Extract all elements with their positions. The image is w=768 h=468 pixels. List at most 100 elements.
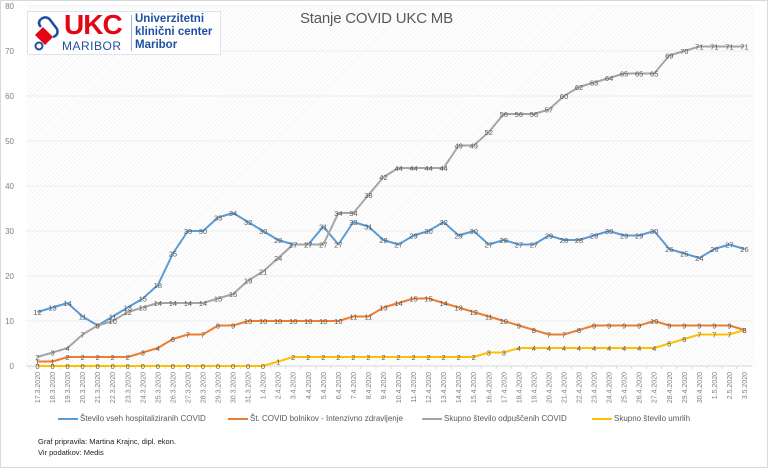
data-label: 1: [50, 358, 54, 367]
data-label: 64: [605, 74, 613, 83]
data-label: 49: [470, 142, 478, 151]
data-label: 7: [201, 331, 205, 340]
data-label: 9: [697, 322, 701, 331]
data-label: 7: [727, 331, 731, 340]
chart-title: Stanje COVID UKC MB: [300, 10, 453, 27]
x-tick-label: 17.4.2020: [501, 372, 508, 403]
data-label: 0: [66, 362, 70, 371]
x-tick-label: 20.4.2020: [546, 372, 553, 403]
gridlines: [26, 5, 752, 367]
data-label: 16: [229, 290, 237, 299]
data-label: 15: [139, 295, 147, 304]
data-label: 0: [231, 362, 235, 371]
data-label: 3: [50, 349, 54, 358]
data-label: 4: [66, 344, 70, 353]
data-label: 26: [710, 245, 718, 254]
data-label: 0: [81, 362, 85, 371]
x-tick-label: 2.4.2020: [276, 372, 283, 399]
data-label: 0: [50, 362, 54, 371]
data-label: 2: [66, 353, 70, 362]
data-label: 3: [141, 349, 145, 358]
data-label: 13: [379, 304, 387, 313]
x-tick-label: 10.4.2020: [396, 372, 403, 403]
data-label: 8: [532, 326, 536, 335]
author-credit: Graf pripravila: Martina Krajnc, dipl. e…: [38, 437, 176, 446]
ukc-maribor-logo: UKC MARIBOR Univerzitetni klinični cente…: [27, 9, 221, 55]
data-label: 0: [186, 362, 190, 371]
series-line-2: [37, 45, 745, 358]
x-tick-label: 16.4.2020: [486, 372, 493, 403]
data-label: 2: [35, 353, 39, 362]
data-label: 30: [259, 227, 267, 236]
data-label: 10: [289, 317, 297, 326]
x-tick-label: 22.4.2020: [577, 372, 584, 403]
x-tick-label: 19.3.2020: [65, 372, 72, 403]
data-label: 1: [276, 358, 280, 367]
data-label: 7: [712, 331, 716, 340]
x-tick-label: 1.4.2020: [261, 372, 268, 399]
data-label: 44: [424, 164, 432, 173]
data-label: 30: [184, 227, 192, 236]
data-label: 32: [244, 218, 252, 227]
x-tick-label: 15.4.2020: [471, 372, 478, 403]
data-label: 7: [562, 331, 566, 340]
data-label: 27: [289, 241, 297, 250]
data-label: 38: [364, 191, 372, 200]
data-label: 9: [517, 322, 521, 331]
data-label: 57: [545, 106, 553, 115]
data-label: 15: [409, 295, 417, 304]
data-label: 4: [517, 344, 521, 353]
data-label: 2: [306, 353, 310, 362]
data-label: 11: [485, 313, 493, 322]
data-label: 0: [216, 362, 220, 371]
x-tick-label: 27.4.2020: [652, 372, 659, 403]
data-label: 4: [156, 344, 160, 353]
x-tick-label: 19.4.2020: [531, 372, 538, 403]
data-label: 13: [124, 304, 132, 313]
y-tick-label: 10: [5, 317, 14, 326]
logo-city: MARIBOR: [62, 39, 122, 53]
data-label: 9: [712, 322, 716, 331]
data-label: 2: [111, 353, 115, 362]
data-label: 30: [199, 227, 207, 236]
x-tick-label: 28.3.2020: [200, 372, 207, 403]
data-label: 10: [500, 317, 508, 326]
y-axis-ticks: 0 10 20 30 40 50 60 70 80: [5, 2, 14, 371]
data-label: 10: [244, 317, 252, 326]
series-line-3: [37, 329, 745, 367]
legend-swatch: [228, 417, 248, 420]
legend-item: Št. COVID bolnikov - Intenzivno zdravlje…: [228, 414, 403, 423]
data-label: 26: [740, 245, 748, 254]
x-tick-label: 31.3.2020: [246, 372, 253, 403]
data-label: 0: [261, 362, 265, 371]
data-label: 24: [274, 254, 282, 263]
data-label: 4: [532, 344, 536, 353]
data-label: 6: [682, 335, 686, 344]
data-label: 4: [547, 344, 551, 353]
logo-institution-name: Univerzitetni klinični center Maribor: [135, 13, 212, 52]
x-tick-label: 21.4.2020: [561, 372, 568, 403]
data-label: 11: [349, 313, 357, 322]
data-label: 8: [577, 326, 581, 335]
x-tick-label: 2.5.2020: [727, 372, 734, 399]
data-label: 9: [96, 322, 100, 331]
data-label: 9: [682, 322, 686, 331]
series-line-0: [37, 212, 745, 327]
data-label: 24: [695, 254, 703, 263]
data-label: 10: [334, 317, 342, 326]
data-label: 69: [665, 52, 673, 61]
data-label: 2: [126, 353, 130, 362]
x-tick-label: 1.5.2020: [712, 372, 719, 399]
y-tick-label: 40: [5, 182, 14, 191]
y-tick-label: 20: [5, 272, 14, 281]
data-label: 42: [379, 173, 387, 182]
data-label: 8: [742, 326, 746, 335]
x-tick-label: 30.4.2020: [697, 372, 704, 403]
x-tick-label: 22.3.2020: [110, 372, 117, 403]
data-label: 62: [575, 83, 583, 92]
data-label: 3: [502, 349, 506, 358]
data-label: 9: [607, 322, 611, 331]
data-label: 2: [396, 353, 400, 362]
data-label: 30: [650, 227, 658, 236]
data-label: 0: [246, 362, 250, 371]
